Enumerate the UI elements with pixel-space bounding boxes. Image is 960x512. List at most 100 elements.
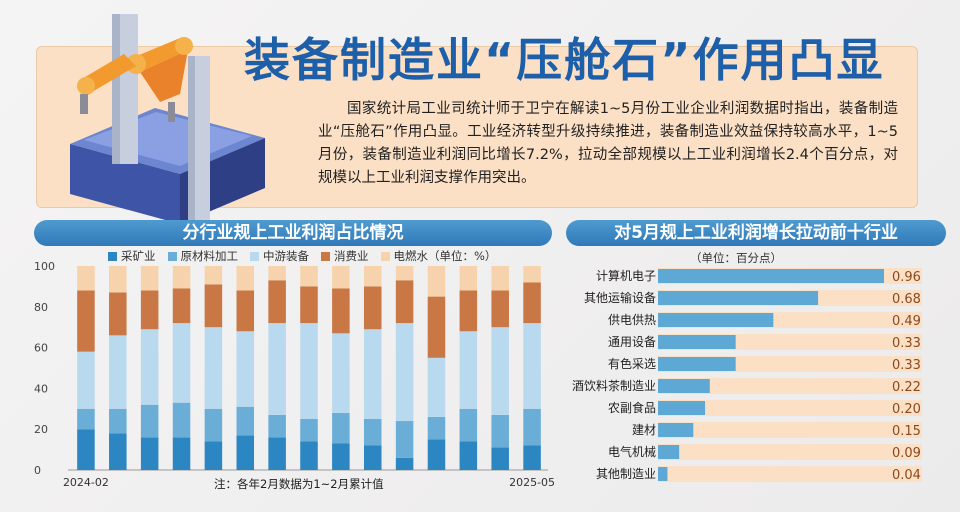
robot-gripper (80, 94, 88, 114)
bar-segment (300, 266, 318, 287)
bar-track (658, 378, 922, 394)
legend-unit: （单位：%） (428, 249, 497, 263)
x-tick-label: 2024-02 (63, 476, 109, 489)
legend-swatch (167, 252, 177, 261)
value-label: 0.04 (892, 468, 921, 483)
bar-segment (268, 280, 286, 324)
bar-segment (140, 266, 159, 291)
legend-item: 采矿业 (108, 248, 156, 264)
conveyor-front (70, 144, 180, 224)
legend-label: 电燃水 (393, 249, 429, 263)
bar-segment (204, 327, 223, 409)
bar-segment (204, 441, 223, 470)
legend-swatch (250, 252, 259, 261)
bar (658, 467, 668, 481)
left-chart-title: 分行业规上工业利润占比情况 (34, 220, 552, 246)
bar-segment (332, 288, 350, 334)
category-label: 通用设备 (608, 335, 656, 349)
bar (658, 401, 706, 415)
right-chart-title: 对5月规上工业利润增长拉动前十行业 (566, 220, 946, 246)
value-label: 0.96 (892, 270, 921, 285)
bar-segment (491, 447, 509, 470)
value-label: 0.33 (892, 358, 921, 373)
bar-segment (140, 404, 159, 438)
legend-item: 电燃水（单位：%） (380, 248, 497, 264)
legend-item: 消费业 (321, 248, 369, 264)
bar-segment (204, 408, 223, 442)
bar (658, 357, 736, 371)
legend-label: 原材料加工 (180, 249, 239, 263)
bar-segment (172, 323, 191, 403)
bar-segment (236, 406, 255, 436)
bar-segment (109, 408, 127, 434)
bar-segment (427, 296, 446, 358)
bar-segment (109, 335, 127, 409)
bar-segment (523, 266, 541, 283)
bar-segment (268, 414, 286, 438)
bar-segment (395, 280, 414, 324)
bar-segment (236, 290, 255, 332)
legend-label: 采矿业 (121, 249, 156, 263)
bar-segment (109, 433, 127, 470)
robot-arm-upper (132, 38, 188, 72)
bar-track (658, 400, 922, 416)
bar-segment (204, 284, 223, 328)
category-label: 建材 (632, 423, 656, 437)
bar-segment (140, 290, 159, 330)
bar-segment (523, 408, 541, 446)
category-label: 农副食品 (608, 400, 656, 415)
category-label: 供电供热 (608, 313, 656, 327)
legend-label: 消费业 (334, 249, 369, 263)
bar-segment (395, 323, 414, 422)
chart-legend: 采矿业 原材料加工 中游装备 消费业 电燃水（单位：%） (108, 248, 508, 264)
page-title: 装备制造业“压舱石”作用凸显 (244, 33, 885, 87)
bar-segment (77, 429, 95, 470)
bar (658, 313, 774, 327)
bar-segment (77, 408, 95, 430)
bar-segment (459, 331, 478, 409)
stacked-bar-chart: 0 20 40 60 80 100 2024-02 2025-05 (34, 260, 555, 489)
value-label: 0.49 (892, 314, 921, 329)
category-label: 电气机械 (608, 444, 656, 459)
bar-segment (523, 323, 541, 409)
bar-segment (77, 351, 95, 409)
bar-segment (427, 416, 446, 440)
bar-segment (427, 357, 446, 417)
bar-segment (172, 266, 191, 289)
bar-segment (268, 266, 286, 281)
bar-segment (459, 290, 478, 332)
bar-segment (523, 282, 541, 324)
robot-joint (126, 54, 146, 74)
bar-segment (395, 421, 414, 458)
legend-swatch (108, 252, 117, 261)
bar (658, 269, 884, 283)
bar-segment (363, 266, 382, 287)
value-label: 0.33 (892, 336, 921, 351)
bar (658, 423, 694, 437)
bar-segment (459, 441, 478, 470)
bar-segment (332, 333, 350, 413)
bar-segment (172, 437, 191, 470)
legend-item: 原材料加工 (167, 248, 239, 264)
bar-segment (332, 412, 350, 444)
x-tick-label: 2025-05 (509, 476, 555, 489)
robot-arm-illustration (70, 14, 265, 226)
bar-segment (427, 266, 446, 297)
value-label: 0.22 (892, 380, 921, 395)
bar-segment (300, 419, 318, 442)
bar (658, 291, 819, 305)
bar-segment (236, 435, 255, 470)
chart-note: 注：各年2月数据为1~2月累计值 (214, 477, 384, 491)
bar-segment (109, 292, 127, 336)
bar-segment (363, 419, 382, 446)
bar (658, 445, 680, 459)
bar-segment (427, 439, 446, 470)
bar-segment (236, 331, 255, 407)
bar-segment (172, 288, 191, 324)
robot-arm-lower (140, 50, 188, 102)
legend-swatch (321, 252, 330, 261)
bar-segment (523, 445, 541, 470)
bar-segment (332, 266, 350, 289)
bar-segment (300, 286, 318, 324)
bar-segment (491, 327, 509, 415)
